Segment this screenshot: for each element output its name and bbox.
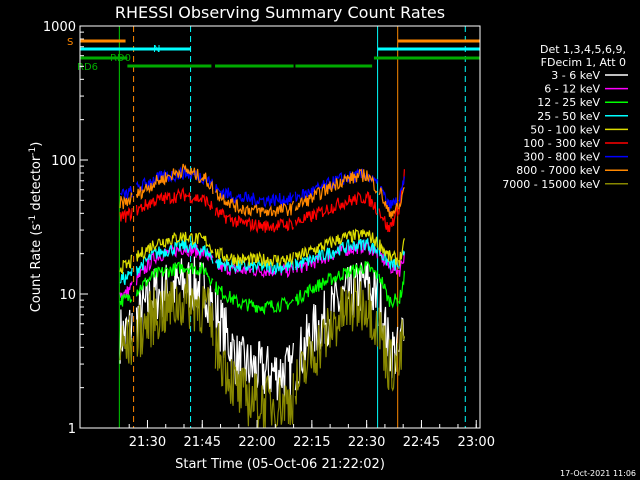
x-axis: 21:30 21:45 22:00 22:15 22:30 22:45 23:00 — [128, 420, 495, 450]
legend-header: Det 1,3,4,5,6,9, — [540, 43, 626, 56]
series-line — [135, 187, 213, 216]
x-tick-label: 21:45 — [184, 435, 221, 450]
legend-entry: 100 - 300 keV — [523, 137, 600, 150]
series-line — [135, 261, 214, 297]
series-line — [119, 254, 133, 275]
series-line — [214, 281, 294, 316]
series-line — [398, 252, 405, 277]
series-line — [119, 185, 133, 199]
series-line — [378, 186, 399, 213]
series-line — [398, 270, 405, 304]
series-line — [135, 166, 214, 192]
legend-entry: 300 - 800 keV — [523, 151, 600, 164]
series-line — [398, 238, 405, 267]
x-tick-label: 22:30 — [348, 435, 385, 450]
series-line — [398, 319, 405, 376]
legend-entry: 6 - 12 keV — [544, 83, 600, 96]
series-line — [119, 267, 133, 286]
series-line — [214, 288, 294, 401]
legend-entry: 7000 - 15000 keV — [502, 178, 600, 191]
series-line — [214, 322, 294, 428]
flag-label: S — [67, 37, 73, 48]
series-line — [398, 187, 405, 210]
y-tick-label: 10 — [59, 288, 76, 303]
series-line — [294, 261, 378, 307]
legend-entry: 25 - 50 keV — [537, 110, 600, 123]
series-line — [294, 238, 378, 271]
series-line — [135, 272, 214, 358]
series-line — [135, 231, 214, 262]
series-line — [215, 189, 294, 218]
x-tick-label: 21:30 — [129, 435, 166, 450]
chart-title: RHESSI Observing Summary Count Rates — [115, 3, 445, 22]
legend-entry: 50 - 100 keV — [530, 123, 600, 136]
series-line — [398, 176, 405, 203]
flag-label: RD0 — [110, 53, 131, 64]
plot-frame — [79, 25, 481, 429]
series-line — [294, 168, 378, 211]
series-line — [294, 277, 378, 405]
y-tick-label: 100 — [51, 154, 76, 169]
x-tick-label: 22:15 — [293, 435, 330, 450]
series-line — [135, 239, 214, 276]
flag-label: N — [153, 44, 160, 55]
series-line — [214, 184, 294, 208]
series-line — [119, 191, 133, 210]
x-tick-label: 22:00 — [238, 435, 275, 450]
series-line — [378, 205, 399, 233]
flag-label: RD6 — [77, 62, 98, 73]
y-tick-label: 1000 — [43, 20, 76, 35]
series-line — [294, 228, 378, 261]
legend-entry: 800 - 7000 keV — [516, 164, 600, 177]
series-line — [294, 191, 378, 227]
series-line — [378, 273, 399, 309]
y-axis: 1 10 100 1000 — [43, 20, 88, 437]
series-line — [214, 207, 294, 234]
footer-date: 17-Oct-2021 11:06 — [560, 469, 636, 478]
legend: Det 1,3,4,5,6,9,FDecim 1, Att 03 - 6 keV… — [502, 43, 628, 191]
series-line — [119, 315, 133, 365]
y-tick-label: 1 — [68, 422, 76, 437]
series-line — [378, 248, 399, 271]
plot-area: S N RD0 RD6 — [67, 26, 480, 428]
series-line — [119, 281, 133, 299]
legend-entry: 3 - 6 keV — [551, 69, 600, 82]
series-line — [119, 292, 133, 307]
series-line — [378, 239, 399, 266]
series-line — [119, 206, 133, 223]
series-line — [378, 187, 399, 219]
legend-header: FDecim 1, Att 0 — [541, 56, 626, 69]
series-line — [378, 307, 399, 392]
series-line — [135, 256, 214, 345]
y-axis-label: Count Rate (s-1 detector-1) — [28, 142, 44, 313]
series-line — [214, 246, 294, 268]
x-axis-label: Start Time (05-Oct-06 21:22:02) — [175, 457, 385, 472]
legend-entry: 12 - 25 keV — [537, 96, 600, 109]
x-tick-label: 22:45 — [403, 435, 440, 450]
x-tick-label: 23:00 — [458, 435, 495, 450]
series-line — [135, 163, 214, 200]
